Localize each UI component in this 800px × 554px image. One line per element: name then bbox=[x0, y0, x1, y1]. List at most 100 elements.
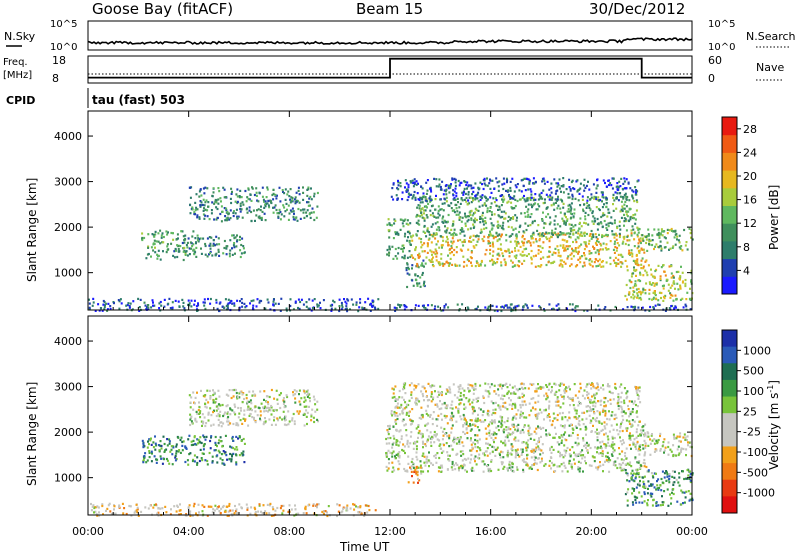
power-cell bbox=[226, 303, 229, 306]
power-cell bbox=[679, 285, 682, 288]
power-cell bbox=[415, 221, 418, 224]
power-cell bbox=[355, 301, 358, 304]
power-cell bbox=[506, 181, 508, 184]
vel-cell bbox=[298, 400, 301, 403]
power-cell bbox=[154, 233, 157, 236]
vel-cell bbox=[631, 400, 633, 403]
power-cell bbox=[488, 210, 491, 213]
vel-cell bbox=[515, 451, 517, 454]
power-cell bbox=[250, 210, 253, 214]
vel-cell bbox=[436, 403, 439, 406]
nsky-panel: N.Sky 10^5 10^0 10^5 10^0 N.Search bbox=[4, 19, 796, 53]
vel-cell bbox=[209, 407, 212, 410]
power-cell bbox=[554, 198, 557, 201]
vel-cell bbox=[596, 468, 599, 471]
vel-cell bbox=[407, 445, 410, 448]
power-cell bbox=[525, 205, 528, 208]
vel-cell bbox=[444, 416, 447, 419]
power-cell bbox=[251, 186, 253, 189]
vel-cell bbox=[237, 396, 240, 399]
power-cell bbox=[514, 240, 517, 243]
power-cell bbox=[497, 189, 500, 192]
vel-cell bbox=[313, 398, 316, 401]
vel-cell bbox=[463, 422, 466, 425]
vel-cell bbox=[259, 390, 262, 393]
power-cell bbox=[625, 198, 628, 201]
vel-cell bbox=[241, 392, 244, 396]
power-cell bbox=[235, 245, 238, 248]
power-cell bbox=[681, 297, 684, 300]
power-cell bbox=[488, 182, 491, 185]
power-cell bbox=[528, 179, 531, 182]
power-cell bbox=[264, 205, 267, 208]
vel-cell bbox=[584, 428, 587, 431]
power-cell bbox=[404, 179, 407, 182]
power-cell bbox=[513, 207, 516, 210]
vel-cell bbox=[294, 397, 297, 400]
power-cell bbox=[633, 269, 636, 272]
vel-cell bbox=[436, 438, 439, 441]
vel-cell bbox=[453, 441, 456, 444]
power-cell bbox=[562, 246, 564, 249]
power-cell bbox=[458, 264, 461, 267]
power-cell bbox=[416, 206, 419, 209]
power-cell bbox=[526, 177, 529, 180]
power-cell bbox=[501, 198, 503, 201]
power-cell bbox=[625, 283, 628, 287]
vel-cell bbox=[416, 440, 419, 443]
vel-cell bbox=[635, 387, 637, 390]
vel-cell bbox=[604, 446, 607, 449]
vel-cell bbox=[499, 397, 502, 400]
vel-cell bbox=[526, 446, 529, 449]
power-cell bbox=[575, 305, 578, 308]
power-cell bbox=[501, 233, 503, 236]
vel-cell bbox=[530, 433, 533, 436]
vel-cell bbox=[278, 416, 281, 419]
vel-cell bbox=[417, 425, 420, 428]
power-cell bbox=[531, 222, 534, 225]
vel-cell bbox=[644, 444, 647, 447]
power-cell bbox=[660, 249, 663, 252]
vel-cell bbox=[643, 465, 646, 468]
power-cell bbox=[495, 232, 498, 235]
power-cell bbox=[194, 251, 197, 254]
vel-cell bbox=[577, 454, 580, 457]
vel-cell bbox=[523, 460, 526, 463]
power-cell bbox=[560, 185, 563, 188]
vel-cell bbox=[201, 452, 204, 455]
power-cell bbox=[437, 185, 440, 188]
power-cell bbox=[204, 201, 207, 204]
power-cell bbox=[430, 233, 433, 237]
power-cell bbox=[454, 263, 457, 266]
vel-cell bbox=[463, 463, 465, 466]
power-cell bbox=[187, 303, 190, 306]
power-cell bbox=[634, 262, 637, 265]
power-cell bbox=[637, 228, 640, 231]
vel-cell bbox=[573, 462, 576, 465]
power-cell bbox=[503, 210, 506, 213]
vel-cell bbox=[606, 417, 609, 421]
power-cell bbox=[482, 187, 485, 191]
power-cell bbox=[267, 301, 270, 304]
power-cell bbox=[489, 196, 492, 199]
vel-cell bbox=[402, 385, 405, 388]
vel-cell bbox=[476, 434, 479, 437]
power-cell bbox=[628, 292, 631, 295]
power-cell bbox=[640, 267, 643, 270]
power-cell bbox=[645, 271, 648, 274]
vel-cell bbox=[594, 431, 597, 434]
vel-cell bbox=[596, 436, 599, 439]
power-cell bbox=[631, 255, 634, 258]
vel-cell bbox=[605, 455, 607, 458]
power-cell bbox=[406, 256, 409, 259]
power-cell bbox=[491, 259, 494, 262]
power-cell bbox=[452, 189, 455, 192]
vel-cell bbox=[229, 422, 232, 425]
power-cell bbox=[649, 239, 652, 242]
vel-cell bbox=[478, 438, 481, 441]
vel-cell bbox=[266, 406, 269, 409]
power-cell bbox=[418, 223, 421, 226]
vel-cell bbox=[219, 436, 222, 439]
vel-cell bbox=[525, 463, 528, 467]
power-cell bbox=[629, 286, 632, 290]
